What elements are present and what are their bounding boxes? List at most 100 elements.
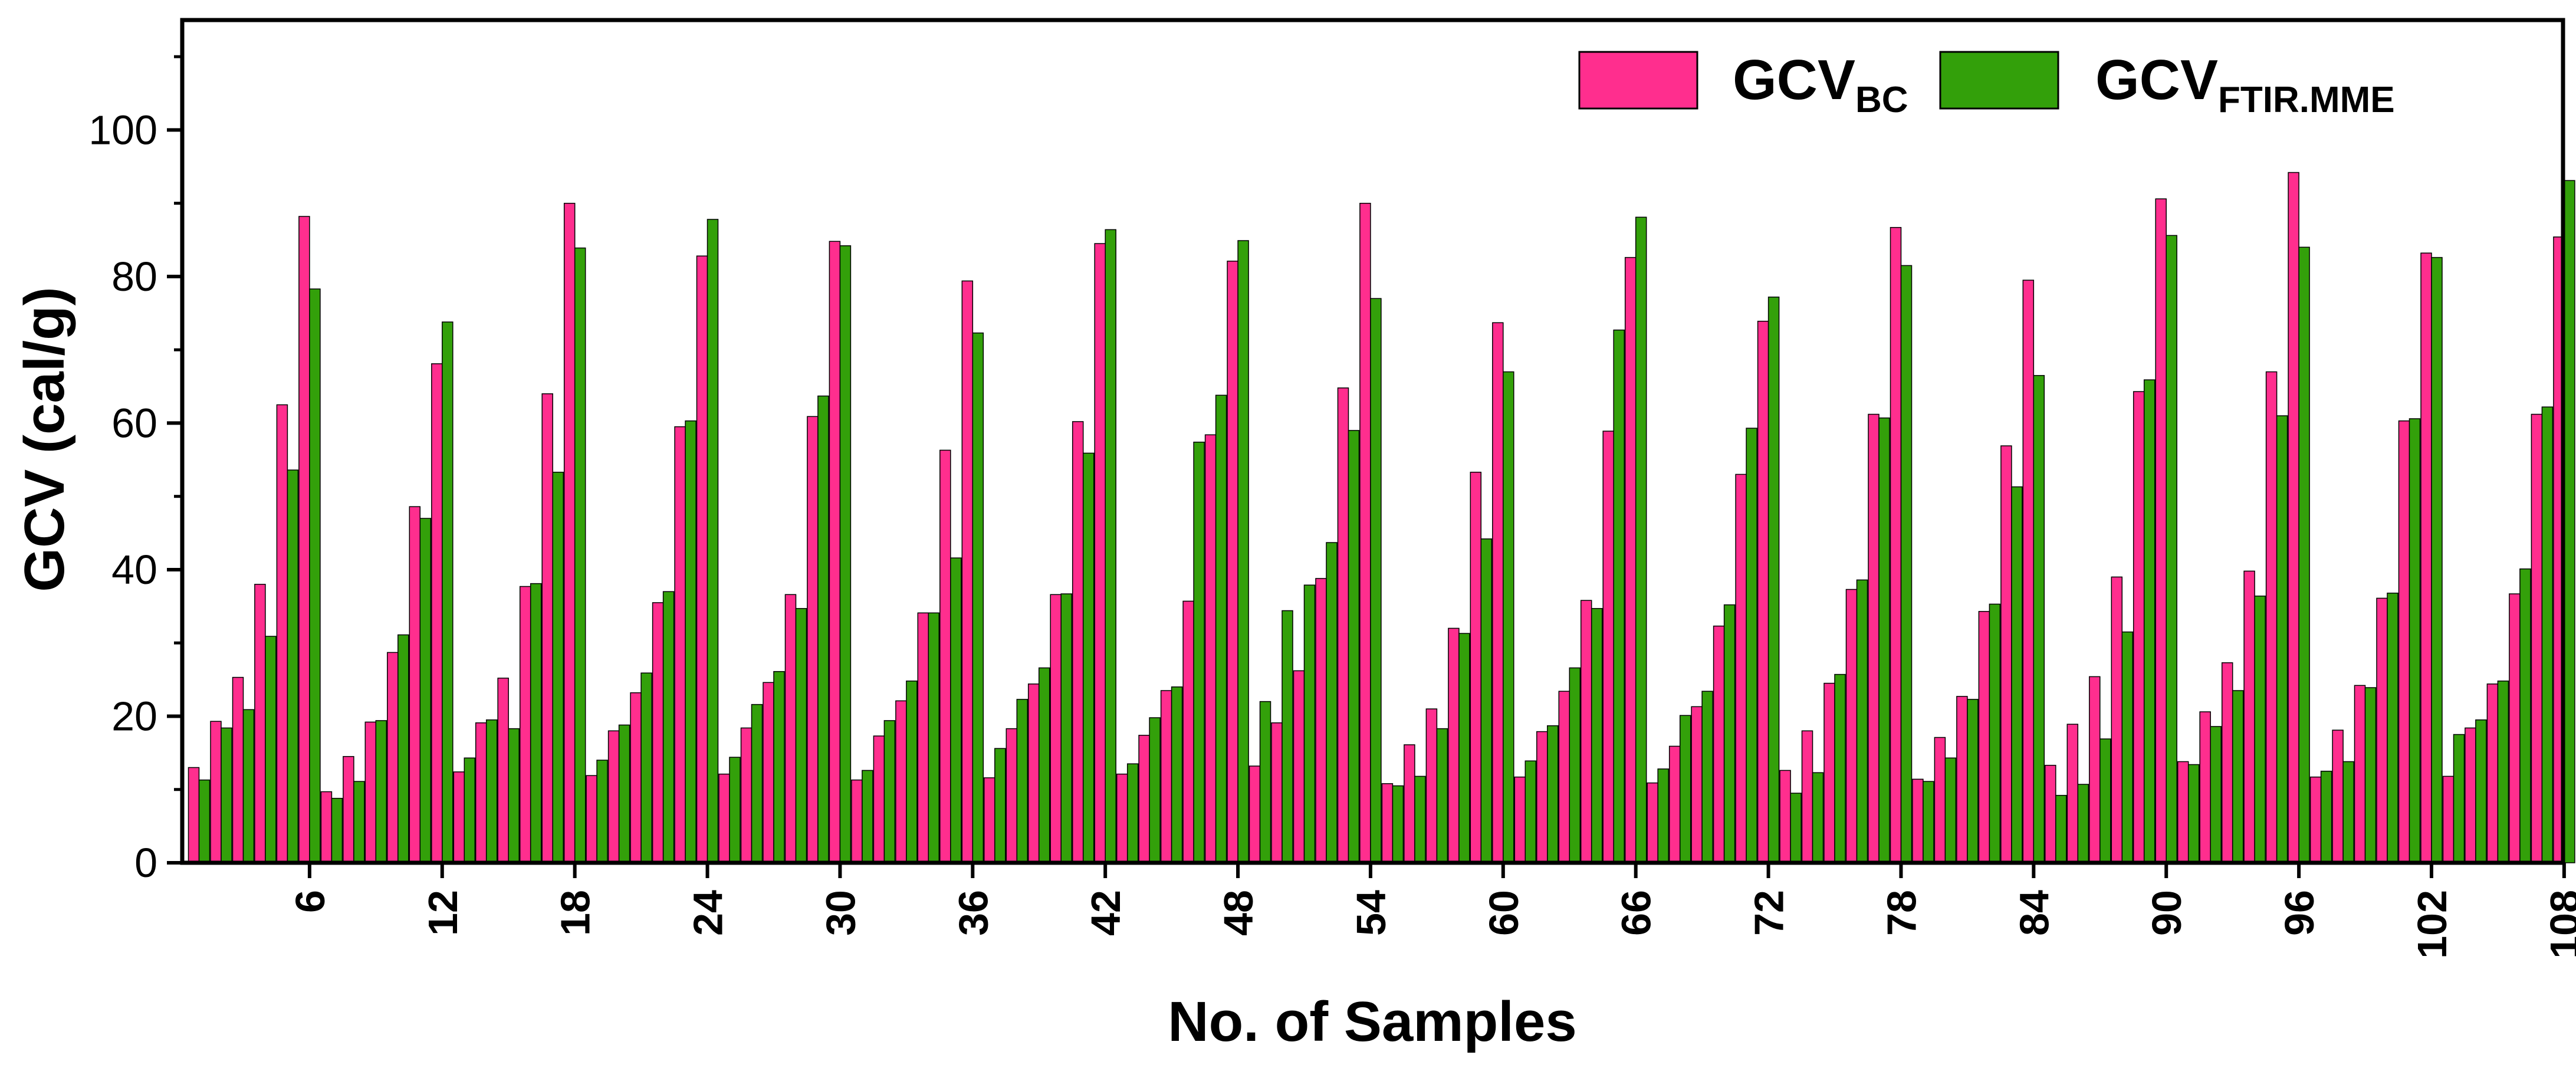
bar-gcv-bc <box>320 791 333 863</box>
bar-gcv-ftir-mme <box>1149 717 1161 863</box>
bar-gcv-ftir-mme <box>2564 180 2575 863</box>
x-tick-label: 108 <box>2542 890 2576 959</box>
bar-gcv-bc <box>2155 198 2167 863</box>
x-tick-label: 78 <box>1879 890 1925 936</box>
bar-gcv-ftir-mme <box>1038 667 1050 863</box>
bar-gcv-bc <box>2509 593 2521 863</box>
bar-gcv-ftir-mme <box>1436 728 1448 863</box>
bar-gcv-ftir-mme <box>817 395 829 863</box>
bar-gcv-bc <box>696 255 708 863</box>
bar-gcv-bc <box>630 692 642 863</box>
bar-gcv-ftir-mme <box>2210 726 2222 863</box>
bar-gcv-ftir-mme <box>1701 691 1713 863</box>
bar-gcv-bc <box>453 771 465 863</box>
bar-gcv-ftir-mme <box>1348 430 1360 863</box>
bar-gcv-bc <box>586 775 597 863</box>
legend-label-ftir-sub: FTIR.MME <box>2218 80 2395 120</box>
bar-gcv-bc <box>2332 729 2344 863</box>
bar-gcv-bc <box>1691 706 1703 863</box>
bar-gcv-bc <box>1558 691 1570 863</box>
bar-gcv-bc <box>1404 744 1415 863</box>
bar-gcv-ftir-mme <box>618 724 630 863</box>
bar-gcv-ftir-mme <box>1591 608 1603 863</box>
bar-gcv-ftir-mme <box>309 288 321 863</box>
bar-gcv-bc <box>232 676 244 863</box>
bar-gcv-ftir-mme <box>1524 760 1537 863</box>
bar-gcv-ftir-mme <box>508 728 520 863</box>
bar-gcv-bc <box>1779 770 1791 863</box>
bar-gcv-ftir-mme <box>442 321 454 863</box>
plot-frame <box>180 18 2565 865</box>
y-tick-label: 40 <box>111 547 157 593</box>
bar-gcv-ftir-mme <box>773 671 785 863</box>
legend-swatch-bc <box>1578 51 1698 110</box>
bar-gcv-bc <box>1647 782 1658 863</box>
bar-gcv-ftir-mme <box>1812 772 1824 863</box>
bar-gcv-ftir-mme <box>2519 568 2531 863</box>
bar-gcv-bc <box>1823 682 1835 863</box>
bar-gcv-ftir-mme <box>287 469 299 863</box>
bar-gcv-ftir-mme <box>2541 406 2554 863</box>
bar-gcv-bc <box>2133 391 2145 863</box>
bar-gcv-bc <box>895 700 907 863</box>
bar-gcv-ftir-mme <box>1458 633 1470 863</box>
bar-gcv-bc <box>829 241 841 863</box>
x-tick-label: 72 <box>1746 890 1792 936</box>
bar-gcv-ftir-mme <box>751 704 763 863</box>
bar-gcv-ftir-mme <box>1503 371 1514 863</box>
bar-gcv-bc <box>188 767 200 863</box>
bar-gcv-ftir-mme <box>2364 687 2377 863</box>
y-tick-label: 60 <box>111 400 157 446</box>
bar-gcv-ftir-mme <box>928 612 940 863</box>
bar-gcv-ftir-mme <box>685 420 696 863</box>
bar-gcv-ftir-mme <box>972 332 984 863</box>
legend-label-ftir-main: GCV <box>2095 48 2218 111</box>
bar-gcv-bc <box>674 426 686 863</box>
bar-gcv-bc <box>1735 474 1747 863</box>
bar-gcv-bc <box>718 773 730 863</box>
bar-gcv-ftir-mme <box>1282 610 1293 863</box>
bar-gcv-bc <box>1845 589 1858 863</box>
bar-gcv-bc <box>763 682 774 863</box>
bar-gcv-bc <box>2309 776 2322 863</box>
bar-gcv-bc <box>2000 445 2012 863</box>
bar-gcv-bc <box>1337 387 1349 863</box>
bar-gcv-ftir-mme <box>2387 592 2398 863</box>
bar-gcv-bc <box>1138 735 1150 863</box>
bar-gcv-ftir-mme <box>574 247 586 863</box>
bar-gcv-bc <box>2243 570 2255 863</box>
bar-gcv-ftir-mme <box>397 634 409 863</box>
bar-gcv-ftir-mme <box>1856 579 1868 863</box>
bar-gcv-ftir-mme <box>1923 781 1934 863</box>
bar-gcv-bc <box>431 363 443 863</box>
bar-gcv-ftir-mme <box>485 719 498 863</box>
bar-gcv-ftir-mme <box>1414 775 1426 863</box>
bar-gcv-ftir-mme <box>950 557 962 863</box>
bar-gcv-bc <box>1425 708 1438 863</box>
bar-gcv-bc <box>1624 257 1637 863</box>
x-tick-label: 24 <box>685 890 731 936</box>
bar-gcv-ftir-mme <box>1834 673 1846 863</box>
bar-gcv-bc <box>961 280 974 863</box>
bar-gcv-ftir-mme <box>1370 298 1382 863</box>
x-axis-title: No. of Samples <box>1168 990 1576 1053</box>
bar-gcv-bc <box>1868 413 1880 863</box>
bar-gcv-ftir-mme <box>662 591 675 863</box>
bar-gcv-ftir-mme <box>1746 428 1757 863</box>
y-tick-label: 20 <box>111 693 157 739</box>
bar-gcv-ftir-mme <box>1657 768 1669 863</box>
bar-gcv-bc <box>497 678 509 863</box>
bar-gcv-bc <box>1978 611 1990 863</box>
bar-gcv-ftir-mme <box>2431 257 2443 863</box>
bar-gcv-ftir-mme <box>1105 229 1116 863</box>
bar-gcv-bc <box>2089 676 2101 863</box>
bar-gcv-ftir-mme <box>419 518 432 863</box>
bar-gcv-ftir-mme <box>839 245 852 863</box>
bar-gcv-bc <box>563 202 576 863</box>
bar-gcv-ftir-mme <box>2121 631 2134 863</box>
x-tick-label: 96 <box>2276 890 2322 936</box>
bar-gcv-bc <box>939 449 951 863</box>
x-tick-label: 54 <box>1348 890 1394 936</box>
bar-gcv-ftir-mme <box>242 709 255 863</box>
